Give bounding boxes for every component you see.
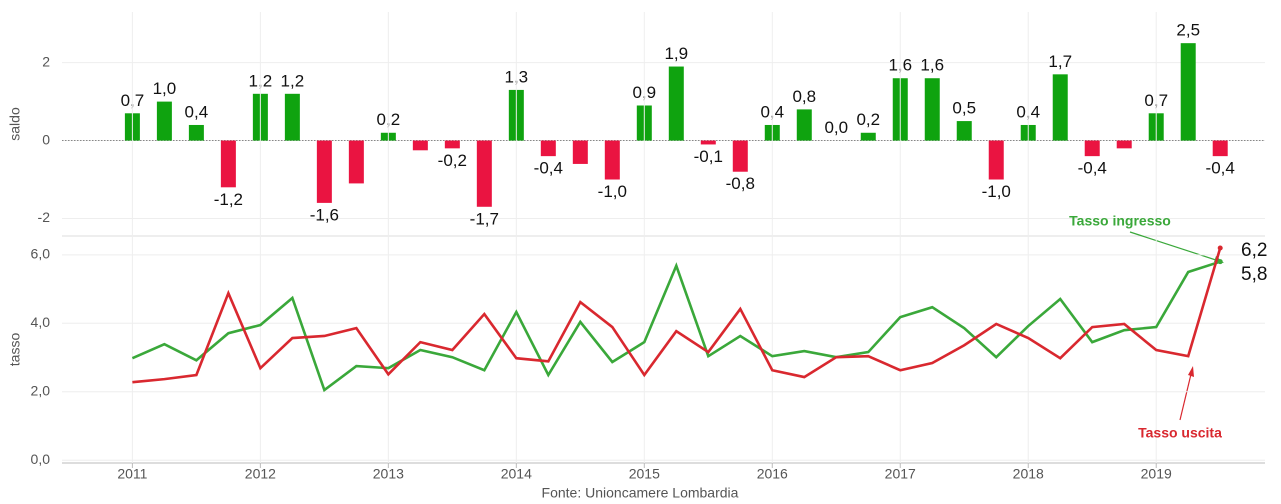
bar [476, 140, 492, 207]
bar [156, 101, 172, 141]
y-tick-label: 2,0 [31, 382, 51, 398]
y-tick-label: 6,0 [31, 246, 51, 262]
value-label: -1,0 [598, 182, 627, 201]
bar [1052, 74, 1068, 141]
value-label: 0,2 [856, 110, 880, 129]
bar [220, 140, 236, 188]
value-label: -0,4 [1206, 159, 1235, 178]
bar [956, 121, 972, 141]
value-label: 1,9 [664, 44, 688, 63]
x-tick-label: 2018 [1013, 466, 1044, 482]
bar [924, 78, 940, 141]
value-label: -0,4 [534, 159, 563, 178]
value-label: -0,8 [726, 174, 755, 193]
value-label: -1,2 [214, 190, 243, 209]
bar [316, 140, 332, 203]
line [132, 247, 1222, 384]
bar [796, 109, 812, 141]
y-tick-label: 0,0 [31, 451, 51, 467]
bar [604, 140, 620, 180]
y-tick-label: 4,0 [31, 314, 51, 330]
value-label: 1,0 [153, 79, 177, 98]
value-label: 0,0 [824, 118, 848, 137]
line [131, 260, 1221, 393]
x-tick-label: 2017 [885, 466, 916, 482]
end-point [1217, 259, 1223, 265]
value-label: -1,0 [982, 182, 1011, 201]
bar [540, 140, 556, 157]
series-name: Tasso ingresso [1069, 213, 1171, 229]
x-tick-label: 2014 [501, 466, 532, 482]
bar [572, 140, 588, 164]
x-tick-label: 2015 [629, 466, 660, 482]
bar [700, 140, 716, 145]
bar [732, 140, 748, 172]
annotation-arrow [1129, 231, 1223, 263]
bar [412, 140, 428, 151]
bar [1116, 140, 1132, 149]
bar [1084, 140, 1100, 157]
y-tick-label: -2 [38, 209, 51, 225]
value-label: 2,5 [1176, 21, 1200, 40]
value-label: 0,5 [952, 99, 976, 118]
value-label: 0,8 [792, 87, 816, 106]
value-label: 0,4 [185, 102, 209, 121]
bar [1180, 43, 1196, 141]
end-label: 6,2 [1241, 240, 1267, 261]
bar [988, 140, 1004, 180]
bar [348, 140, 364, 184]
source: Fonte: Unioncamere Lombardia [542, 485, 739, 501]
value-label: -0,1 [694, 147, 723, 166]
value-label: -1,7 [470, 209, 499, 228]
bar [284, 93, 300, 141]
x-tick-label: 2016 [757, 466, 788, 482]
value-label: 1,2 [281, 71, 305, 90]
end-label: 5,8 [1241, 264, 1267, 285]
value-label: -0,2 [438, 151, 467, 170]
end-point [1217, 245, 1223, 251]
y-axis-title: saldo [7, 107, 23, 141]
y-axis-title: tasso [7, 333, 23, 367]
series-name: Tasso uscita [1138, 425, 1222, 441]
x-tick-label: 2012 [245, 466, 276, 482]
x-tick-label: 2013 [373, 466, 404, 482]
bar [1212, 140, 1228, 157]
y-tick-label: 0 [42, 131, 50, 147]
value-label: -0,4 [1078, 159, 1107, 178]
arrow-head [1188, 366, 1194, 377]
annotation-arrow [1179, 369, 1193, 421]
value-label: 1,6 [920, 56, 944, 75]
bar [668, 66, 684, 141]
y-tick-label: 2 [42, 53, 50, 69]
bar [860, 132, 876, 141]
x-tick-label: 2011 [117, 466, 147, 482]
bar [188, 124, 204, 141]
x-tick-label: 2019 [1141, 466, 1172, 482]
value-label: -1,6 [310, 205, 339, 224]
value-label: 1,7 [1048, 52, 1072, 71]
bar [444, 140, 460, 149]
